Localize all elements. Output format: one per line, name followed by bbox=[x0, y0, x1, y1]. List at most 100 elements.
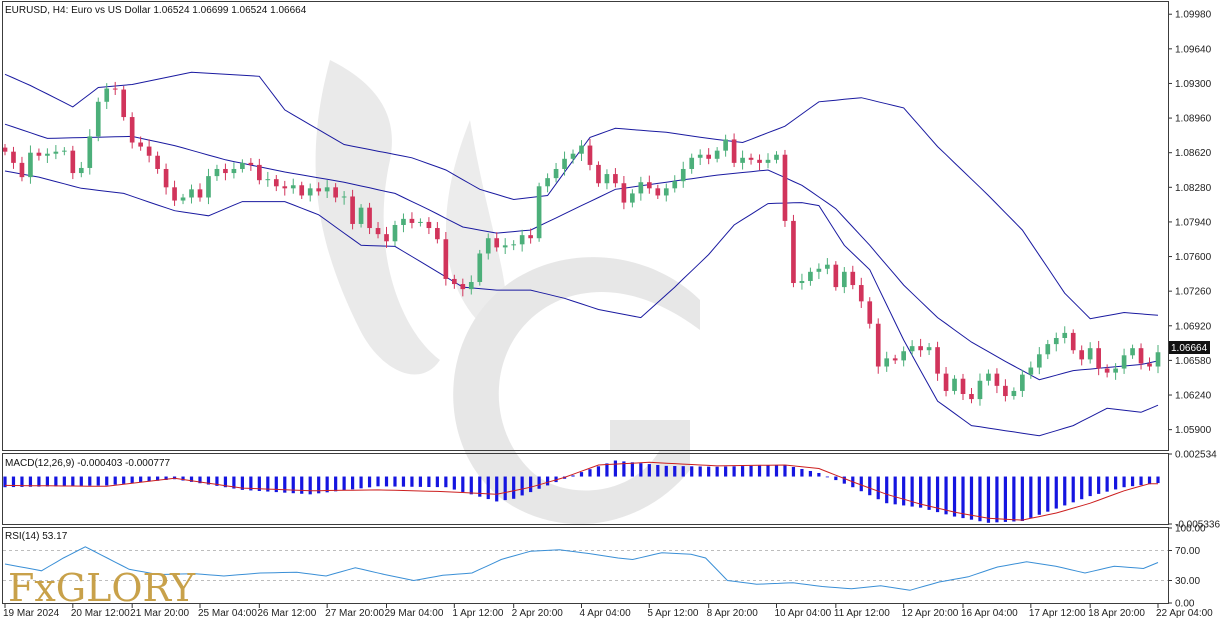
macd-histogram-bar bbox=[876, 476, 880, 500]
price-tick-label: 1.08280 bbox=[1175, 183, 1212, 194]
candle-body bbox=[333, 187, 338, 198]
macd-histogram-bar bbox=[359, 476, 363, 489]
candle bbox=[748, 153, 754, 165]
macd-tick-label: -0.005336 bbox=[1175, 520, 1220, 531]
candle bbox=[1087, 342, 1093, 364]
candle bbox=[791, 214, 796, 288]
candle bbox=[1070, 329, 1076, 354]
candle-body bbox=[646, 182, 652, 189]
macd-histogram-bar bbox=[664, 465, 668, 477]
candle bbox=[808, 267, 813, 286]
macd-histogram-bar bbox=[995, 476, 999, 523]
macd-histogram-bar bbox=[732, 466, 736, 477]
candle bbox=[409, 212, 415, 229]
macd-histogram-bar bbox=[978, 476, 982, 522]
candle bbox=[774, 151, 779, 164]
macd-histogram-bar bbox=[952, 476, 957, 517]
macd-histogram-bar bbox=[927, 476, 931, 510]
candle bbox=[112, 81, 118, 95]
candle bbox=[290, 178, 296, 194]
macd-histogram-bar bbox=[181, 476, 185, 481]
candle bbox=[189, 184, 194, 204]
candle bbox=[613, 168, 618, 188]
candle bbox=[892, 354, 898, 364]
candle-body bbox=[536, 186, 542, 239]
candle-body bbox=[443, 239, 449, 279]
macd-histogram-bar bbox=[384, 476, 389, 487]
candle-body bbox=[468, 282, 474, 290]
candle-body bbox=[1036, 354, 1042, 368]
time-tick-label: 4 Apr 04:00 bbox=[580, 608, 632, 619]
candle bbox=[2, 144, 8, 156]
rsi-panel bbox=[4, 546, 1159, 591]
candle bbox=[731, 133, 737, 168]
macd-histogram-bar bbox=[1063, 476, 1067, 506]
time-tick-label: 25 Mar 04:00 bbox=[198, 608, 257, 619]
macd-histogram-bar bbox=[1122, 476, 1126, 488]
logo-text: FxGLORY bbox=[8, 566, 196, 610]
candle-body bbox=[375, 228, 381, 235]
candle bbox=[909, 340, 915, 356]
macd-histogram-bar bbox=[783, 464, 787, 477]
macd-histogram-bar bbox=[859, 476, 863, 492]
time-tick-label: 29 Mar 04:00 bbox=[385, 608, 444, 619]
candle bbox=[375, 222, 381, 239]
candle bbox=[282, 180, 288, 196]
price-tick-label: 1.08620 bbox=[1175, 148, 1212, 159]
macd-histogram-bar bbox=[808, 470, 813, 477]
candle bbox=[1104, 364, 1110, 378]
candle-body bbox=[680, 168, 686, 182]
candle bbox=[28, 145, 33, 184]
macd-histogram-bar bbox=[308, 476, 312, 495]
candle-body bbox=[1087, 348, 1093, 360]
candle-body bbox=[723, 139, 728, 151]
candle-body bbox=[1155, 352, 1161, 367]
candle-body bbox=[1096, 348, 1101, 369]
time-tick-label: 18 Apr 20:00 bbox=[1088, 608, 1145, 619]
candle bbox=[494, 232, 500, 252]
candle bbox=[104, 83, 110, 110]
candle bbox=[562, 151, 567, 176]
macd-title: MACD(12,26,9) -0.000403 -0.000777 bbox=[5, 458, 171, 469]
macd-histogram-bar bbox=[537, 476, 541, 489]
candle bbox=[78, 161, 84, 178]
macd-histogram-bar bbox=[376, 476, 380, 487]
candle bbox=[655, 184, 661, 200]
candle-body bbox=[129, 117, 135, 143]
candle-body bbox=[1104, 368, 1110, 373]
macd-histogram-bar bbox=[401, 476, 406, 487]
candle bbox=[511, 240, 517, 251]
candle-body bbox=[11, 151, 16, 163]
macd-histogram-bar bbox=[740, 466, 745, 477]
price-tick-label: 1.09300 bbox=[1175, 79, 1212, 90]
macd-histogram-bar bbox=[1156, 476, 1160, 484]
macd-histogram-bar bbox=[444, 476, 448, 488]
candle-body bbox=[943, 373, 949, 391]
candle-body bbox=[409, 218, 415, 223]
candle bbox=[257, 158, 262, 185]
candle-body bbox=[282, 186, 288, 189]
macd-histogram-bar bbox=[800, 468, 804, 477]
candle-body bbox=[265, 179, 271, 181]
candle bbox=[884, 351, 890, 372]
macd-histogram-bar bbox=[300, 476, 304, 494]
candle bbox=[977, 373, 983, 406]
candle bbox=[901, 346, 906, 367]
candle bbox=[231, 162, 237, 179]
time-tick-label: 27 Mar 20:00 bbox=[325, 608, 384, 619]
macd-histogram-bar bbox=[1054, 476, 1058, 509]
macd-histogram-bar bbox=[223, 476, 228, 488]
macd-histogram-bar bbox=[1114, 476, 1118, 490]
macd-histogram-bar bbox=[54, 476, 58, 487]
macd-histogram-bar bbox=[639, 463, 643, 477]
macd-histogram-bar bbox=[486, 476, 490, 500]
candle bbox=[969, 387, 974, 404]
candle-body bbox=[104, 88, 110, 102]
macd-histogram-bar bbox=[1088, 476, 1092, 497]
candle bbox=[180, 193, 186, 205]
candle-body bbox=[587, 145, 593, 165]
macd-histogram-bar bbox=[283, 476, 287, 493]
candle-body bbox=[248, 162, 254, 165]
time-tick-label: 11 Apr 12:00 bbox=[834, 608, 890, 619]
macd-histogram-bar bbox=[969, 476, 974, 520]
